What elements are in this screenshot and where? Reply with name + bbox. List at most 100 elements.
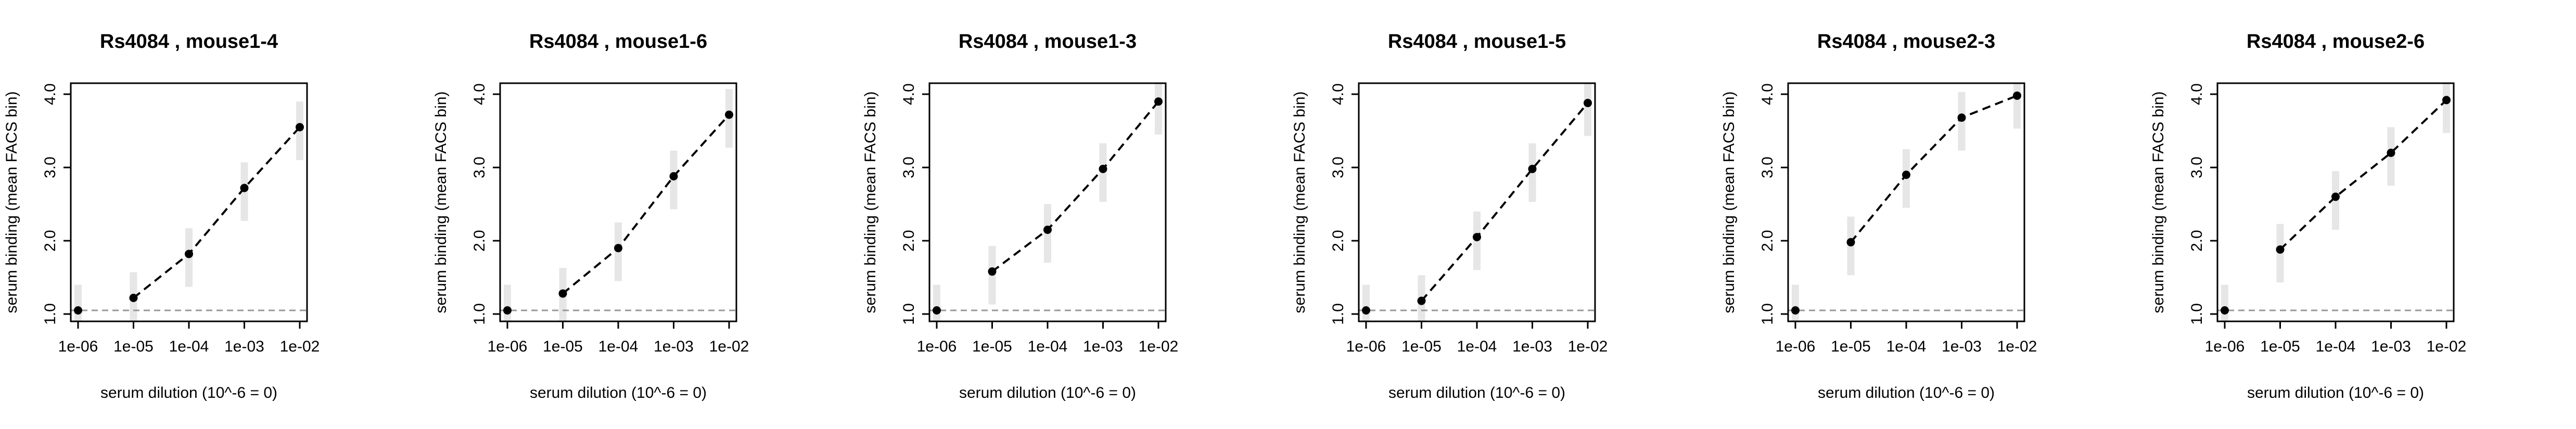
chart-panel-3: Rs4084 , mouse1-3 1e-06 1e-05 1e-04 1e-03 1e-… bbox=[862, 31, 1178, 401]
y-tick-label: 1.0 bbox=[1759, 303, 1776, 325]
data-point bbox=[240, 184, 249, 192]
chart-title: Rs4084 , mouse1-5 bbox=[1388, 31, 1566, 53]
data-point bbox=[725, 110, 733, 119]
series-line bbox=[2279, 99, 2447, 251]
x-tick-label: 1e-04 bbox=[1457, 338, 1497, 355]
data-point bbox=[2276, 245, 2285, 254]
x-tick-label: 1e-06 bbox=[2205, 338, 2245, 355]
y-tick-label: 4.0 bbox=[1759, 83, 1776, 105]
data-point bbox=[1473, 232, 1481, 241]
plot-frame bbox=[499, 82, 737, 322]
x-tick-label: 1e-03 bbox=[654, 338, 694, 355]
x-tick-label: 1e-02 bbox=[1568, 338, 1608, 355]
x-tick-label: 1e-04 bbox=[1028, 338, 1068, 355]
spread-column bbox=[1792, 284, 1799, 321]
spread-column bbox=[933, 284, 940, 321]
y-tick-label: 3.0 bbox=[1330, 157, 1347, 178]
y-tick-label: 2.0 bbox=[900, 230, 917, 252]
data-point bbox=[1528, 164, 1537, 173]
x-tick-label: 1e-05 bbox=[2260, 338, 2300, 355]
data-point bbox=[1902, 171, 1910, 179]
x-tick-label: 1e-06 bbox=[1346, 338, 1386, 355]
data-point bbox=[2387, 148, 2395, 157]
data-point bbox=[1043, 225, 1052, 234]
data-point bbox=[1846, 238, 1855, 246]
chart-panel-5: Rs4084 , mouse2-3 1e-06 1e-05 1e-04 1e-03 1e-… bbox=[1720, 31, 2037, 401]
y-tick-label: 3.0 bbox=[1759, 157, 1776, 178]
y-tick-label: 4.0 bbox=[900, 83, 917, 105]
x-tick-label: 1e-04 bbox=[598, 338, 639, 355]
chart-title: Rs4084 , mouse2-6 bbox=[2247, 31, 2425, 53]
x-tick-label: 1e-05 bbox=[543, 338, 583, 355]
y-tick-label: 4.0 bbox=[42, 83, 59, 105]
x-tick-label: 1e-03 bbox=[1512, 338, 1552, 355]
spread-column bbox=[1155, 83, 1162, 135]
y-tick-label: 2.0 bbox=[42, 230, 59, 252]
chart-panel-2: Rs4084 , mouse1-6 1e-06 1e-05 1e-04 1e-03 1e-… bbox=[432, 31, 749, 401]
y-tick-label: 3.0 bbox=[42, 157, 59, 178]
chart-title: Rs4084 , mouse1-6 bbox=[529, 31, 707, 53]
data-point bbox=[614, 244, 622, 253]
data-point bbox=[1957, 113, 1966, 122]
spread-column bbox=[504, 284, 511, 321]
chart-title: Rs4084 , mouse2-3 bbox=[1817, 31, 1995, 53]
x-tick-label: 1e-02 bbox=[280, 338, 320, 355]
y-tick-label: 4.0 bbox=[1330, 83, 1347, 105]
data-point bbox=[1791, 306, 1800, 315]
data-point bbox=[185, 250, 193, 258]
x-axis-label: serum dilution (10^-6 = 0) bbox=[959, 384, 1136, 401]
series-line bbox=[1420, 102, 1589, 302]
y-tick-label: 3.0 bbox=[2188, 157, 2205, 178]
x-tick-label: 1e-06 bbox=[917, 338, 957, 355]
y-tick-label: 1.0 bbox=[42, 303, 59, 325]
data-point bbox=[2331, 192, 2340, 201]
y-tick-label: 4.0 bbox=[2188, 83, 2205, 105]
spread-column bbox=[2443, 83, 2450, 133]
data-point bbox=[503, 306, 512, 315]
y-tick-label: 2.0 bbox=[1759, 230, 1776, 252]
y-tick-label: 2.0 bbox=[2188, 230, 2205, 252]
y-tick-label: 2.0 bbox=[471, 230, 488, 252]
series-line bbox=[133, 126, 301, 299]
spread-column bbox=[1584, 83, 1591, 136]
y-tick-label: 1.0 bbox=[471, 303, 488, 325]
x-axis-label: serum dilution (10^-6 = 0) bbox=[530, 384, 707, 401]
series-line bbox=[562, 114, 730, 294]
x-tick-label: 1e-05 bbox=[972, 338, 1012, 355]
y-axis-label: serum binding (mean FACS bin) bbox=[432, 92, 450, 314]
chart-title: Rs4084 , mouse1-3 bbox=[959, 31, 1137, 53]
y-axis-label: serum binding (mean FACS bin) bbox=[862, 92, 879, 314]
x-tick-label: 1e-03 bbox=[1083, 338, 1123, 355]
spread-column bbox=[2013, 83, 2021, 129]
x-tick-label: 1e-02 bbox=[1139, 338, 1179, 355]
data-point bbox=[1154, 97, 1163, 106]
x-tick-label: 1e-03 bbox=[1942, 338, 1982, 355]
y-tick-label: 1.0 bbox=[2188, 303, 2205, 325]
data-point bbox=[2221, 306, 2229, 315]
x-axis-label: serum dilution (10^-6 = 0) bbox=[1818, 384, 1995, 401]
spread-column bbox=[2221, 284, 2228, 321]
chart-panel-4: Rs4084 , mouse1-5 1e-06 1e-05 1e-04 1e-03 1e-… bbox=[1291, 31, 1608, 401]
x-tick-label: 1e-02 bbox=[709, 338, 749, 355]
plot-frame bbox=[1358, 82, 1596, 322]
chart-panel-6: Rs4084 , mouse2-6 1e-06 1e-05 1e-04 1e-03 1e-… bbox=[2150, 31, 2466, 401]
x-tick-label: 1e-02 bbox=[1997, 338, 2037, 355]
data-point bbox=[1362, 306, 1370, 315]
data-point bbox=[2013, 91, 2021, 100]
spread-column bbox=[74, 284, 82, 321]
y-tick-label: 1.0 bbox=[900, 303, 917, 325]
x-tick-label: 1e-05 bbox=[1831, 338, 1871, 355]
data-point bbox=[2442, 96, 2451, 105]
data-point bbox=[1584, 99, 1592, 108]
chart-panel-1: Rs4084 , mouse1-4 1e-06 1e-05 1e-04 1e-03 1e-… bbox=[3, 31, 320, 401]
x-axis-label: serum dilution (10^-6 = 0) bbox=[1388, 384, 1565, 401]
y-axis-label: serum binding (mean FACS bin) bbox=[2150, 92, 2167, 314]
x-tick-label: 1e-06 bbox=[488, 338, 528, 355]
x-axis-label: serum dilution (10^-6 = 0) bbox=[100, 384, 277, 401]
y-axis-label: serum binding (mean FACS bin) bbox=[1720, 92, 1738, 314]
data-point bbox=[558, 289, 567, 298]
data-point bbox=[74, 306, 82, 315]
series-line bbox=[1850, 95, 2018, 243]
y-tick-label: 2.0 bbox=[1330, 230, 1347, 252]
